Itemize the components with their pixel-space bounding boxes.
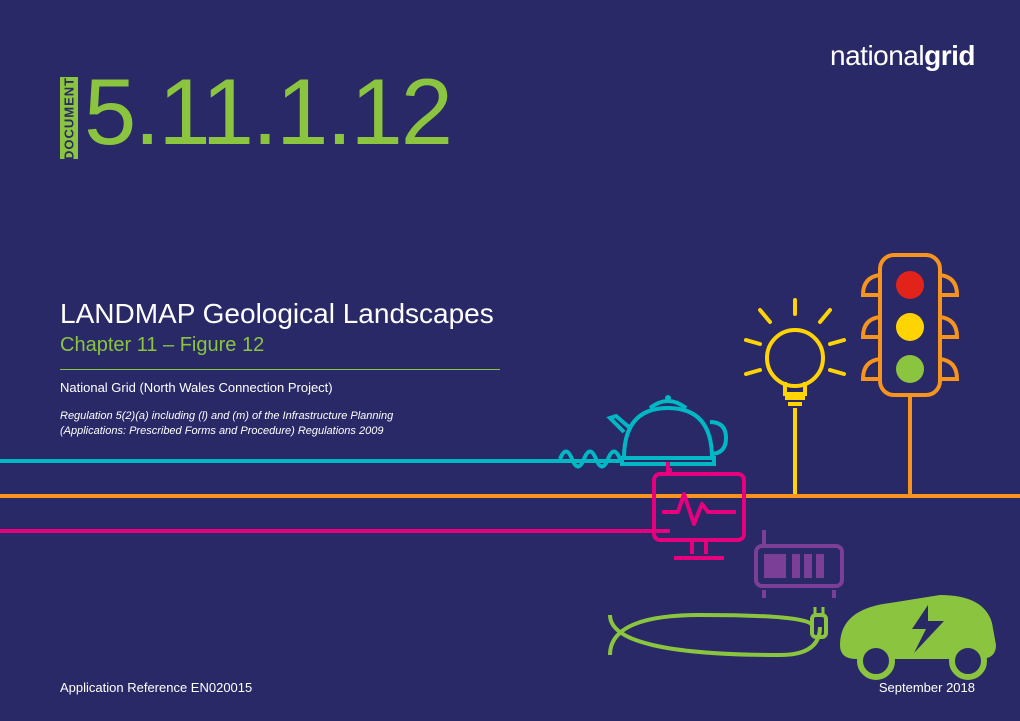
brand-part1: national [830, 40, 924, 71]
page-subtitle: Chapter 11 – Figure 12 [60, 334, 560, 357]
kettle-icon [560, 388, 730, 478]
document-label: DOCUMENT [60, 77, 78, 159]
magenta-line [0, 529, 670, 533]
document-date: September 2018 [879, 680, 975, 695]
magenta-connector [666, 462, 670, 472]
regulation-line-2: (Applications: Prescribed Forms and Proc… [60, 425, 383, 437]
regulation-text: Regulation 5(2)(a) including (l) and (m)… [60, 409, 560, 440]
regulation-line-1: Regulation 5(2)(a) including (l) and (m)… [60, 410, 393, 422]
monitor-icon [648, 468, 758, 578]
title-divider [60, 369, 500, 370]
application-reference: Application Reference EN020015 [60, 680, 252, 695]
page-title: LANDMAP Geological Landscapes [60, 298, 560, 330]
project-name: National Grid (North Wales Connection Pr… [60, 380, 560, 395]
traffic-light-icon [855, 255, 965, 535]
cyan-line [0, 459, 620, 463]
car-icon [820, 575, 1010, 695]
document-number: 5.11.1.12 [84, 58, 451, 166]
brand-logo: nationalgrid [830, 40, 975, 72]
title-block: LANDMAP Geological Landscapes Chapter 11… [60, 298, 560, 440]
brand-part2: grid [924, 40, 975, 71]
